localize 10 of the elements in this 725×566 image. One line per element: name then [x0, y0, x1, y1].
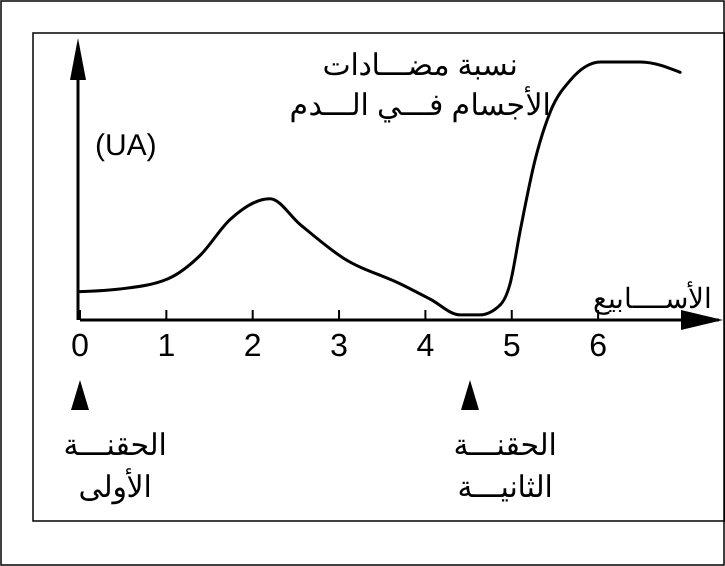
x-tick-label: 5: [502, 327, 521, 363]
x-tick-label: 4: [416, 327, 434, 363]
x-tick-label: 0: [71, 327, 89, 363]
text: الحقنـــة الثانيـــة: [454, 429, 556, 504]
x-axis-title: الأســــابيع: [593, 281, 712, 315]
x-tick-label: 3: [330, 327, 348, 363]
x-tick-label: 6: [589, 327, 608, 363]
x-tick-label: 2: [244, 327, 262, 363]
text: الحقنـــة الأولى: [64, 429, 166, 505]
x-tick-label: 1: [157, 327, 176, 363]
